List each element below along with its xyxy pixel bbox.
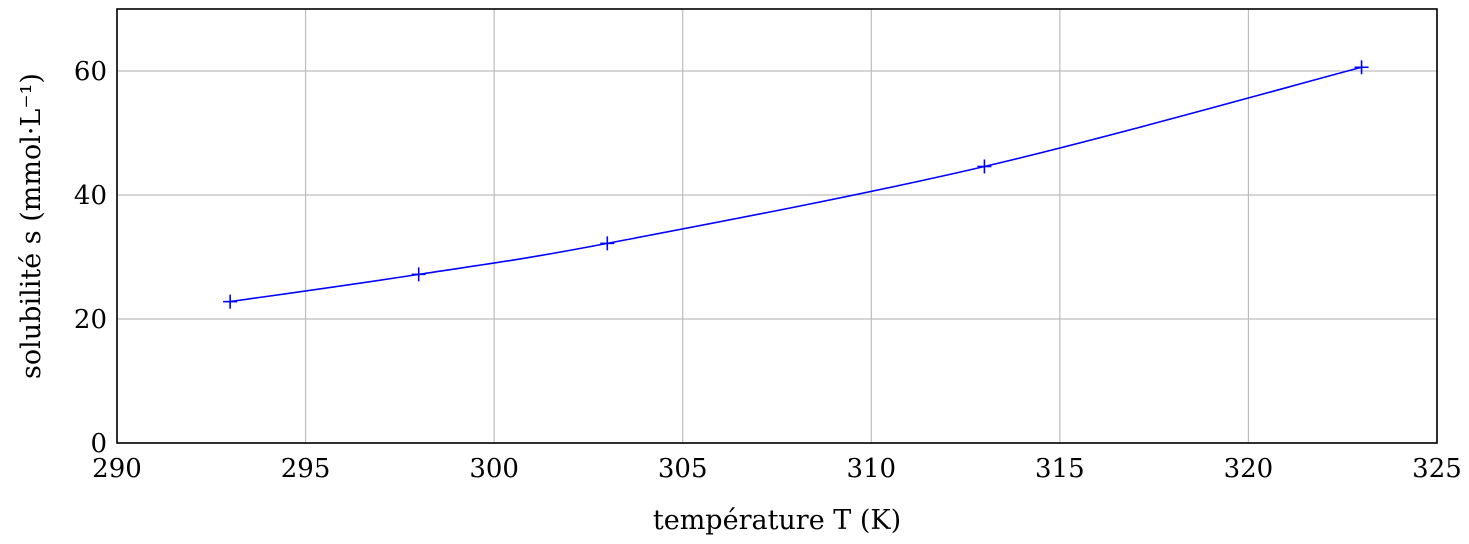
data-point-marker [1354,60,1369,75]
x-tick-label: 310 [846,454,896,484]
x-tick-label: 325 [1412,454,1462,484]
y-tick-label: 20 [74,305,107,335]
y-axis-title: solubilité s (mmol·L⁻¹) [16,73,47,379]
x-tick-label: 315 [1035,454,1085,484]
tick-labels: 290 295 300 305 310 315 320 325 0 20 40 60 [74,57,1462,484]
series-line [230,66,1362,303]
data-point-marker [977,159,992,174]
data-point-marker [223,294,238,309]
x-tick-label: 295 [281,454,331,484]
x-tick-label: 300 [469,454,519,484]
x-tick-label: 305 [658,454,708,484]
data-point-marker [600,236,615,251]
y-tick-label: 60 [74,57,107,87]
x-tick-label: 290 [92,454,142,484]
data-markers [223,60,1369,309]
grid-lines [116,9,1438,444]
data-point-marker [411,267,426,282]
plot-frame [116,8,1438,444]
x-axis-title: température T (K) [653,505,901,536]
y-tick-label: 40 [74,181,107,211]
y-tick-label: 0 [90,429,107,459]
x-tick-label: 320 [1224,454,1274,484]
